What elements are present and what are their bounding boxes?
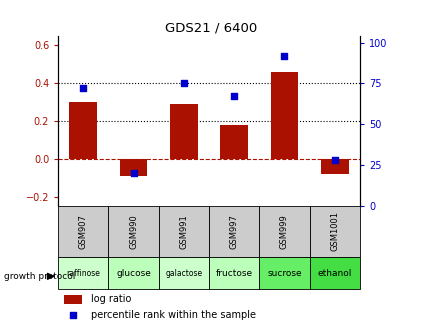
Bar [309,257,359,289]
Text: GSM999: GSM999 [280,214,288,249]
Text: raffinose: raffinose [66,268,100,278]
Bar [158,206,209,257]
Point [80,86,86,91]
Text: glucose: glucose [116,268,150,278]
Bar [69,102,97,159]
Bar [209,206,259,257]
Bar [108,257,158,289]
Point [331,158,338,163]
Text: GDS21 / 6400: GDS21 / 6400 [165,21,257,34]
Bar [259,206,309,257]
Bar [170,104,197,159]
Bar [309,206,359,257]
Bar [108,206,158,257]
Point [180,81,187,86]
Point [280,53,287,58]
Text: GSM997: GSM997 [229,214,238,249]
Bar [209,257,259,289]
Bar [220,125,247,159]
Text: sucrose: sucrose [267,268,301,278]
Text: percentile rank within the sample: percentile rank within the sample [91,310,256,320]
Text: GSM907: GSM907 [79,214,88,249]
Text: GSM991: GSM991 [179,214,188,249]
Point [130,171,137,176]
Point [70,313,77,318]
Bar [58,257,108,289]
Bar [120,159,147,176]
Bar [64,295,82,304]
Text: galactose: galactose [165,268,202,278]
Bar [270,72,298,159]
Bar [58,206,108,257]
Text: GSM1001: GSM1001 [329,211,338,251]
Text: fructose: fructose [215,268,252,278]
Point [230,94,237,99]
Bar [158,257,209,289]
Bar [259,257,309,289]
Text: growth protocol: growth protocol [4,272,76,281]
Bar [320,159,348,174]
Text: log ratio: log ratio [91,294,132,304]
Text: GSM990: GSM990 [129,214,138,249]
Text: ethanol: ethanol [317,268,351,278]
